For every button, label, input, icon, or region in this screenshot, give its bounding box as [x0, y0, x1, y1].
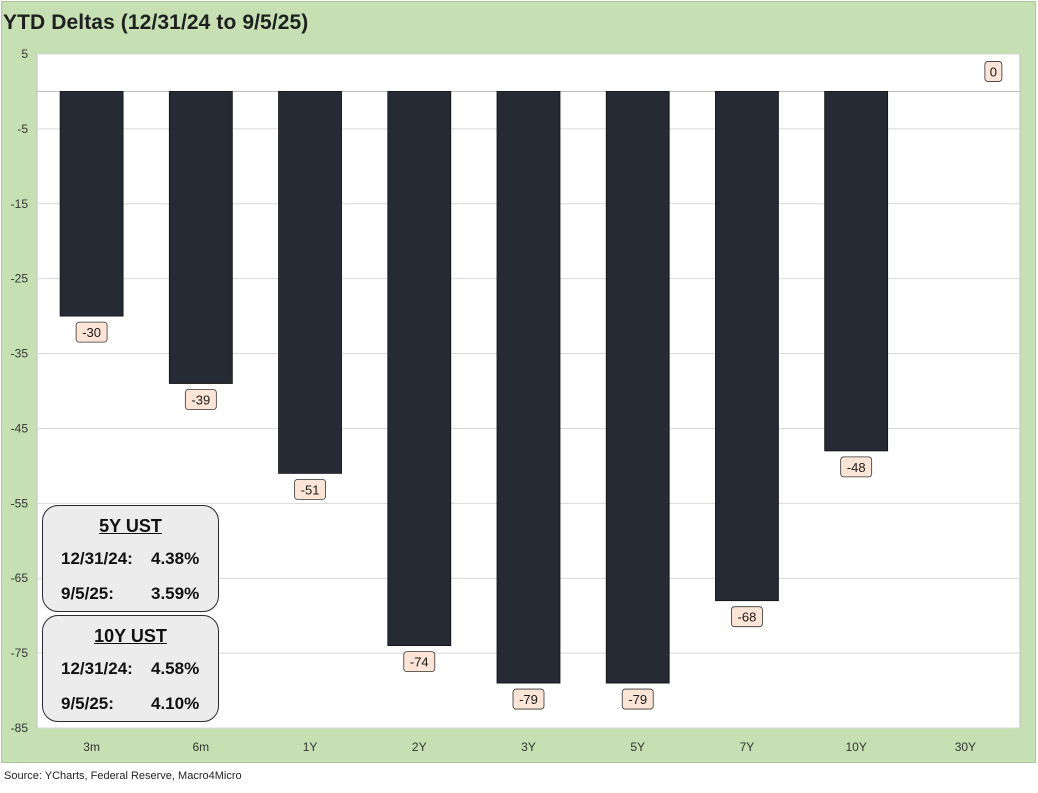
data-label-text: -48: [847, 460, 866, 475]
data-label-box: [403, 651, 436, 673]
box-title: 10Y UST: [94, 626, 167, 646]
bar-3Y: [496, 91, 561, 684]
row-value: 4.38%: [151, 549, 200, 568]
y-tick-label: -85: [11, 721, 29, 735]
data-label-text: -68: [738, 610, 757, 625]
x-tick-label: 5Y: [630, 740, 645, 754]
y-tick-label: 5: [21, 47, 28, 61]
x-tick-label: 6m: [192, 740, 209, 754]
row-date: 9/5/25:: [61, 584, 114, 603]
data-label: 0: [984, 61, 1003, 82]
x-axis-ticks: 3m 6m 1Y 2Y 3Y 5Y 7Y 10Y 30Y: [83, 740, 976, 754]
data-label: -51: [294, 478, 326, 500]
data-label-text: -51: [301, 482, 320, 497]
data-label-box: [731, 606, 763, 628]
y-axis-ticks: 5 -5 -15 -25 -35 -45 -55 -65 -75 -85: [11, 47, 29, 735]
box-row: 12/31/24: 4.58%: [61, 659, 199, 679]
chart-title: YTD Deltas (12/31/24 to 9/5/25): [3, 11, 309, 34]
data-label-text: -39: [191, 393, 210, 408]
data-label: -39: [184, 389, 217, 410]
data-label: -79: [621, 688, 654, 710]
y-tick-label: -35: [11, 347, 29, 361]
bar-10Y: [824, 91, 889, 452]
y-tick-label: -55: [11, 496, 29, 510]
x-tick-label: 3Y: [521, 740, 536, 754]
bar-5Y: [605, 91, 670, 684]
row-date: 12/31/24:: [61, 659, 133, 678]
data-label-text: -74: [410, 655, 429, 670]
row-value: 4.58%: [151, 659, 200, 678]
bars: [59, 91, 889, 684]
info-box-10y-ust: 10Y UST 12/31/24: 4.58% 9/5/25: 4.10%: [42, 615, 219, 722]
bar-1Y: [278, 91, 342, 474]
y-tick-label: -65: [11, 571, 29, 585]
data-label: -79: [512, 688, 545, 710]
data-label-text: 0: [990, 64, 997, 79]
data-label: -30: [75, 321, 108, 343]
data-label-box: [294, 478, 326, 500]
y-tick-label: -25: [11, 272, 29, 286]
bar-3m: [59, 91, 124, 317]
data-label-box: [621, 688, 654, 710]
bar-6m: [168, 91, 233, 384]
x-tick-label: 7Y: [740, 740, 755, 754]
source-note: Source: YCharts, Federal Reserve, Macro4…: [4, 770, 242, 782]
box-title: 5Y UST: [99, 516, 162, 536]
data-label-box: [840, 456, 873, 478]
data-label: -48: [840, 456, 873, 478]
data-label-box: [184, 389, 217, 410]
x-tick-label: 1Y: [303, 740, 318, 754]
data-label-text: -30: [82, 325, 101, 340]
row-value: 3.59%: [151, 584, 200, 603]
data-label-text: -79: [628, 692, 647, 707]
data-labels: -30 -39 -51 -74 -79 -79 -68 -48 0: [75, 61, 1003, 710]
row-date: 9/5/25:: [61, 694, 114, 713]
row-value: 4.10%: [151, 694, 200, 713]
info-box-5y-ust: 5Y UST 12/31/24: 4.38% 9/5/25: 3.59%: [42, 505, 219, 612]
box-row: 9/5/25: 4.10%: [61, 694, 199, 714]
data-label-box: [75, 321, 108, 343]
box-row: 12/31/24: 4.38%: [61, 549, 199, 569]
y-tick-label: -45: [11, 421, 29, 435]
y-tick-label: -75: [11, 646, 29, 660]
row-date: 12/31/24:: [61, 549, 133, 568]
y-tick-label: -5: [17, 122, 28, 136]
x-tick-label: 10Y: [845, 740, 866, 754]
data-label-box: [984, 61, 1003, 82]
data-label: -74: [403, 651, 436, 673]
y-tick-label: -15: [11, 197, 29, 211]
bar-7Y: [715, 91, 779, 602]
x-tick-label: 30Y: [955, 740, 976, 754]
data-label-box: [512, 688, 545, 710]
x-tick-label: 3m: [83, 740, 100, 754]
x-tick-label: 2Y: [412, 740, 427, 754]
box-row: 9/5/25: 3.59%: [61, 584, 199, 604]
bar-2Y: [387, 91, 452, 647]
data-label-text: -79: [519, 692, 538, 707]
data-label: -68: [731, 606, 763, 628]
